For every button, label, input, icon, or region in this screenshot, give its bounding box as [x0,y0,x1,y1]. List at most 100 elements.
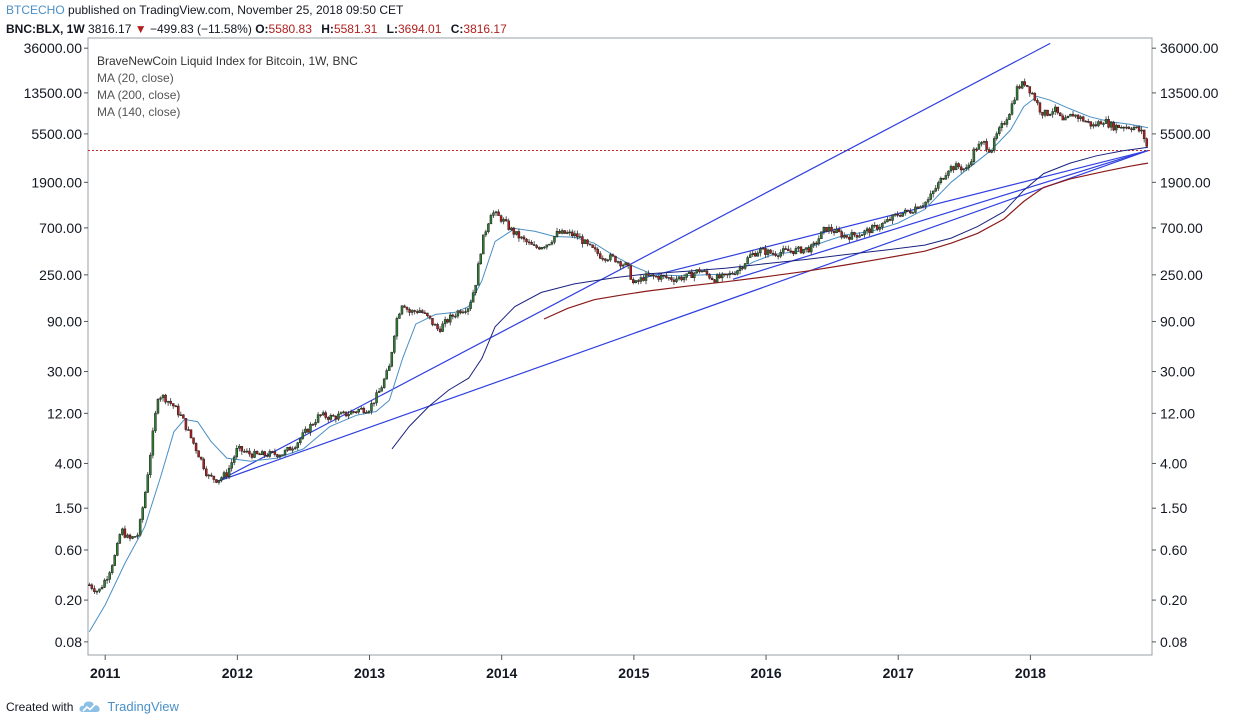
candle-body [771,252,775,255]
candle-body [352,411,355,413]
candle-body [990,150,993,153]
candle-body [512,227,516,235]
candle-body [494,211,498,214]
candle-body [863,230,866,235]
candle-body [530,242,533,245]
candle-body [1059,112,1062,117]
candle-body [146,474,150,493]
candle-body [123,528,127,538]
candle-body [972,148,976,162]
candle-body [911,212,915,214]
candle-body [118,534,122,544]
candle-body [593,247,597,250]
symbol-label: BNC:BLX, 1W [6,22,85,36]
candle-body [207,474,211,477]
candle-body [1125,126,1128,129]
candle-body [365,412,368,414]
candle-body [138,519,142,536]
candle-body [830,226,833,232]
candle-body [1084,120,1087,123]
candle-body [1109,122,1113,128]
legend-ma200[interactable]: MA (200, close) [97,88,181,102]
y-tick-label-right: 12.00 [1160,405,1195,421]
candle-body [121,528,124,535]
trendline[interactable] [217,149,1149,482]
candle-body [860,234,864,236]
candle-body [327,417,330,420]
candle-body [682,277,686,281]
y-tick-label-right: 0.60 [1160,542,1187,558]
candle-body [672,279,676,282]
candle-body [517,231,521,239]
candle-body [502,219,505,222]
candle-body [609,254,612,261]
candle-body [761,248,765,250]
candle-body [1104,118,1108,124]
ma140-line [391,146,1149,450]
candle-body [293,447,297,450]
candle-body [1023,81,1026,86]
candle-body [820,231,823,239]
y-tick-label-left: 4.00 [55,455,82,471]
candle-body [492,212,495,216]
candle-body [687,271,691,274]
candle-body [970,161,973,166]
created-with-text: Created with [6,699,74,714]
candle-body [670,277,673,281]
candle-body [149,454,152,475]
candle-body [548,243,551,246]
ohlc-bar: BNC:BLX, 1W 3816.17 ▼ −499.83 (−11.58%) … [6,22,513,36]
candle-body [1132,127,1136,130]
open-value: 5580.83 [268,22,312,36]
candle-body [151,430,155,456]
candle-body [344,411,348,417]
candle-body [347,414,350,417]
x-tick-label: 2018 [1015,665,1046,681]
candle-body [357,409,361,413]
candle-body [817,238,821,245]
candle-body [825,227,828,232]
y-tick-label-right: 700.00 [1160,220,1203,236]
candle-body [1020,81,1024,89]
candle-body [1076,114,1080,119]
candle-body [634,280,638,283]
candle-body [901,212,904,217]
candle-body [728,272,732,276]
candle-body [136,534,139,537]
candle-body [212,475,216,480]
candle-body [296,442,299,448]
candle-body [403,305,406,308]
candle-body [588,243,592,246]
legend-ma140[interactable]: MA (140, close) [97,105,181,119]
candle-body [415,311,419,313]
candle-body [1074,114,1077,117]
candle-body [1117,124,1121,128]
trendline[interactable] [732,149,1149,280]
trendline[interactable] [217,42,1051,482]
tradingview-brand-link[interactable]: TradingView [107,699,179,714]
legend-ma20[interactable]: MA (20, close) [97,71,174,85]
candle-body [166,400,170,403]
candle-body [685,273,688,278]
ma200-line [543,162,1149,320]
y-tick-label-left: 0.20 [55,592,82,608]
candle-body [1031,92,1034,95]
candle-body [598,253,602,259]
candle-body [802,249,805,254]
candle-body [278,455,282,458]
candle-body [809,244,813,253]
candle-body [555,230,559,237]
candle-body [393,335,396,353]
candle-body [349,411,353,415]
candle-body [713,279,716,283]
candle-body [410,310,414,313]
candle-body [398,313,401,319]
candle-body [637,280,640,282]
author-link[interactable]: BTCECHO [6,3,65,17]
candle-body [1005,119,1009,125]
candle-body [705,270,709,275]
candle-body [619,261,622,267]
candle-body [1000,123,1004,128]
candle-body [888,219,892,221]
candle-body [431,317,434,325]
